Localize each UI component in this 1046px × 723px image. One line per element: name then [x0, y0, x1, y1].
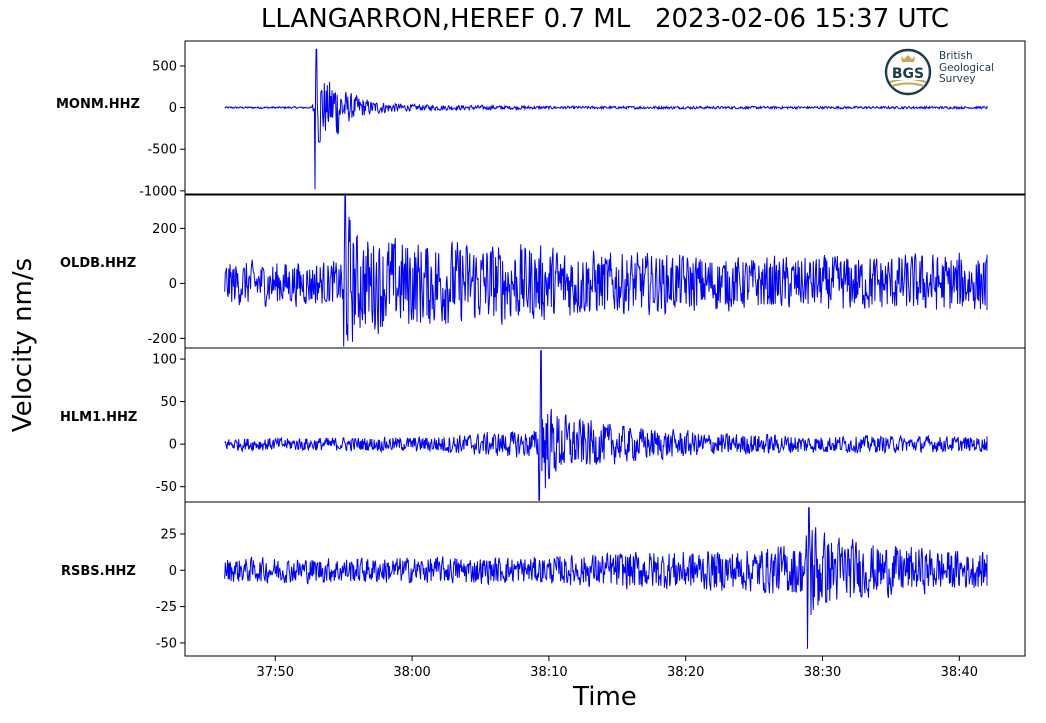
trace-rsbs-hhz — [224, 507, 988, 649]
channel-label-oldb: OLDB.HHZ — [60, 256, 137, 271]
panel-frame — [184, 501, 1026, 657]
bgs-logo-mark: BGS — [892, 66, 924, 82]
trace-oldb-hhz — [224, 194, 988, 347]
x-tick-label: 38:40 — [941, 665, 978, 680]
y-tick-label: -1000 — [139, 184, 177, 199]
x-tick-label: 38:30 — [804, 665, 841, 680]
y-tick-label: 50 — [160, 395, 177, 410]
channel-label-hlm1: HLM1.HHZ — [60, 410, 138, 425]
y-tick-label: -200 — [147, 332, 177, 347]
trace-monm-hhz — [224, 48, 988, 190]
x-tick-label: 38:10 — [530, 665, 567, 680]
y-tick-label: 0 — [169, 564, 177, 579]
bgs-logo: BGS British Geological Survey — [884, 46, 1014, 98]
y-tick-label: -50 — [156, 480, 177, 495]
chart-title: LLANGARRON,HEREF 0.7 ML 2023-02-06 15:37… — [260, 4, 950, 34]
bgs-roundel-icon: BGS — [884, 48, 932, 96]
panel-frame — [184, 40, 1026, 196]
y-tick-label: -25 — [156, 600, 177, 615]
y-tick-label: 0 — [169, 101, 177, 116]
y-tick-label: 500 — [152, 59, 177, 74]
y-tick-label: -500 — [147, 143, 177, 158]
y-tick-label: 0 — [169, 438, 177, 453]
channel-label-monm: MONM.HHZ — [56, 97, 140, 112]
logo-line-survey: Survey — [939, 73, 976, 85]
y-tick-label: 200 — [152, 222, 177, 237]
logo-line-british: British — [939, 50, 973, 62]
panel-frame — [184, 347, 1026, 503]
y-axis-label: Velocity nm/s — [8, 257, 38, 433]
channel-label-rsbs: RSBS.HHZ — [61, 564, 136, 579]
y-tick-label: 0 — [169, 277, 177, 292]
x-tick-label: 37:50 — [257, 665, 294, 680]
x-axis-label: Time — [573, 682, 637, 712]
y-tick-label: -50 — [156, 636, 177, 651]
trace-hlm1-hhz — [224, 350, 988, 501]
y-tick-label: 100 — [152, 353, 177, 368]
x-tick-label: 38:00 — [393, 665, 430, 680]
x-tick-label: 38:20 — [667, 665, 704, 680]
y-tick-label: 25 — [160, 527, 177, 542]
logo-line-geological: Geological — [939, 61, 995, 74]
